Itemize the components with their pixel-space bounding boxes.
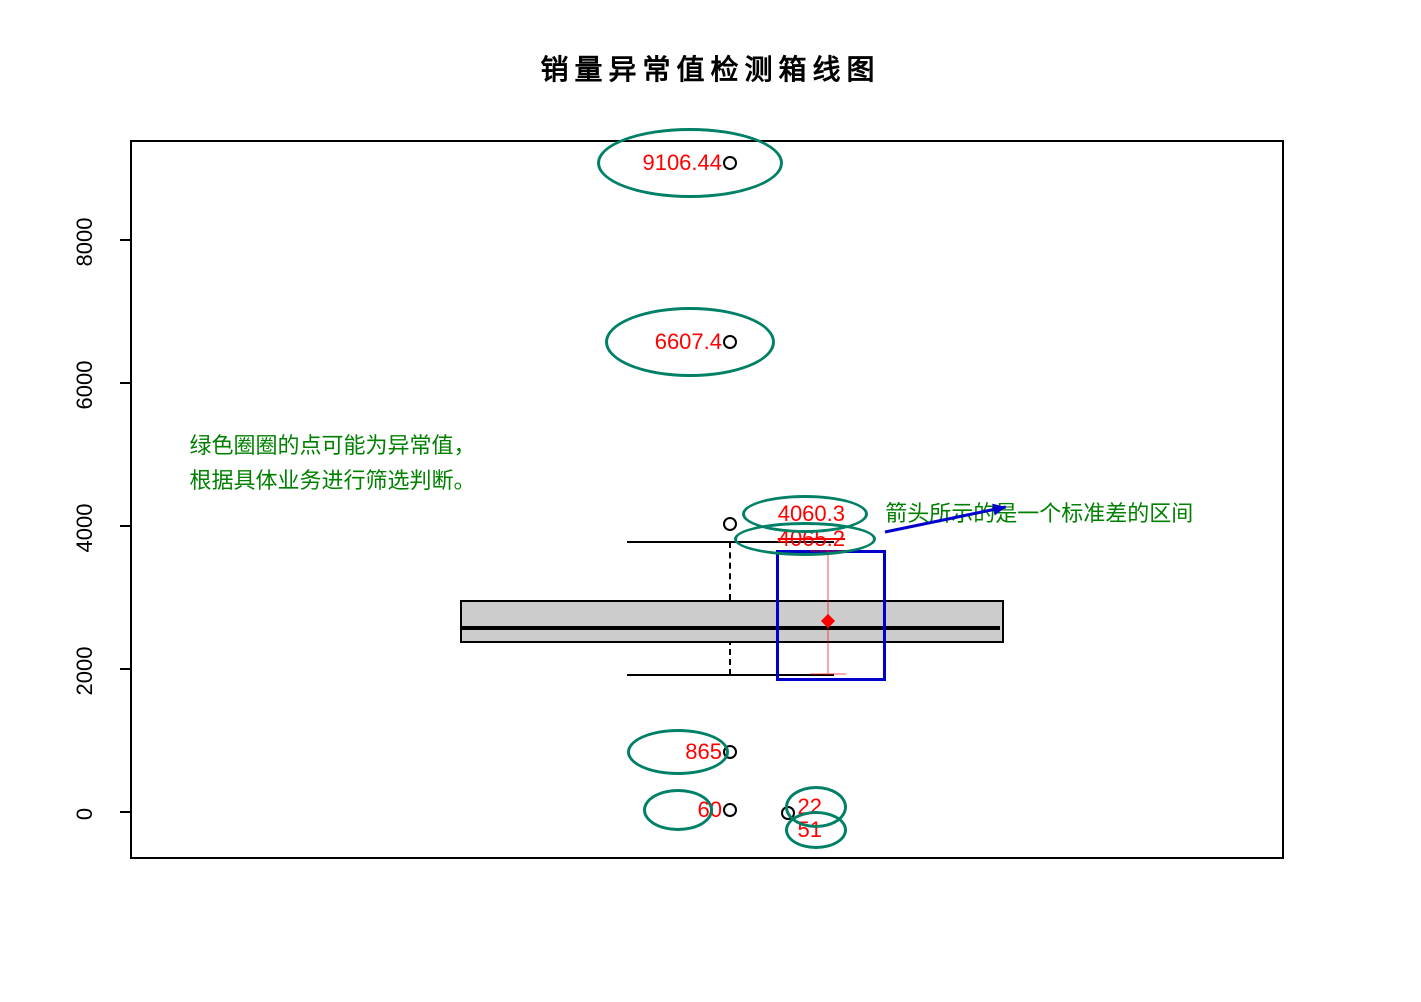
sd-interval	[810, 550, 846, 675]
ytick-mark	[120, 811, 130, 813]
outlier-point	[723, 803, 737, 817]
ytick-mark	[120, 239, 130, 241]
box	[460, 600, 1005, 643]
outlier-ellipse	[734, 522, 876, 556]
ytick-mark	[120, 668, 130, 670]
ytick-label: 0	[72, 789, 98, 839]
ytick-mark	[120, 525, 130, 527]
whisker-stem-lower	[729, 639, 731, 675]
ytick-label: 8000	[72, 217, 98, 267]
plot-area: 9106.446607.44060.34065.2865602251绿色圈圈的点…	[130, 140, 1284, 859]
annotation-left: 绿色圈圈的点可能为异常值，根据具体业务进行筛选判断。	[190, 428, 476, 498]
ytick-label: 6000	[72, 360, 98, 410]
page: 销量异常值检测箱线图 0 2000 4000 6000 8000 9106.446607…	[0, 0, 1421, 1002]
outlier-ellipse	[643, 789, 713, 831]
outlier-ellipse	[785, 811, 847, 849]
ytick-label: 2000	[72, 646, 98, 696]
whisker-stem-upper	[729, 542, 731, 599]
ytick-mark	[120, 382, 130, 384]
blue-arrow	[873, 495, 1018, 544]
ytick-label: 4000	[72, 503, 98, 553]
outlier-ellipse	[627, 729, 729, 775]
median-line	[460, 626, 1001, 630]
chart-title: 销量异常值检测箱线图	[0, 48, 1421, 88]
outlier-ellipse	[597, 128, 783, 198]
outlier-ellipse	[605, 307, 775, 377]
outlier-point	[723, 517, 737, 531]
